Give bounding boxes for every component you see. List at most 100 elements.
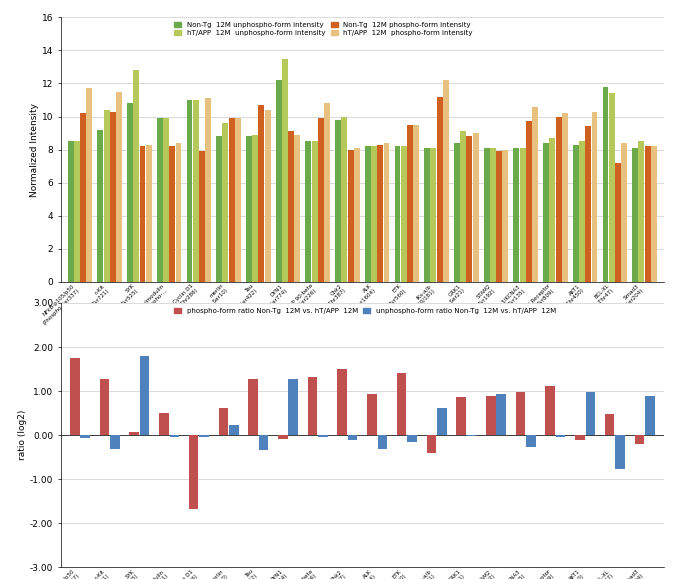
Bar bbox=[258, 105, 264, 282]
Bar bbox=[354, 148, 360, 282]
Bar bbox=[116, 91, 122, 282]
Bar bbox=[133, 70, 140, 282]
Bar bbox=[127, 103, 133, 282]
Bar bbox=[228, 118, 235, 282]
Bar bbox=[377, 145, 384, 282]
Bar bbox=[384, 143, 390, 282]
Bar bbox=[341, 116, 347, 282]
Bar bbox=[615, 435, 625, 469]
Bar bbox=[367, 394, 377, 435]
Bar bbox=[545, 386, 555, 435]
Bar bbox=[454, 143, 460, 282]
Bar bbox=[199, 151, 205, 282]
Bar bbox=[645, 395, 654, 435]
Bar bbox=[496, 151, 502, 282]
Bar bbox=[110, 112, 116, 282]
Bar bbox=[140, 356, 150, 435]
Bar bbox=[70, 358, 80, 435]
Bar bbox=[252, 135, 258, 282]
Bar bbox=[189, 435, 198, 510]
Bar bbox=[278, 435, 288, 439]
Bar bbox=[586, 392, 595, 435]
Bar bbox=[97, 130, 103, 282]
Bar bbox=[443, 80, 449, 282]
Bar bbox=[200, 435, 209, 437]
Bar bbox=[486, 396, 495, 435]
Bar bbox=[605, 415, 615, 435]
Bar bbox=[288, 131, 294, 282]
Bar bbox=[427, 435, 436, 453]
Bar bbox=[216, 137, 222, 282]
Bar bbox=[163, 118, 169, 282]
Bar bbox=[394, 146, 400, 282]
Bar bbox=[129, 432, 139, 435]
Bar bbox=[86, 89, 92, 282]
Bar bbox=[484, 148, 489, 282]
Bar bbox=[110, 435, 120, 449]
Bar bbox=[80, 113, 86, 282]
Bar bbox=[248, 379, 258, 435]
Bar bbox=[335, 120, 341, 282]
Bar bbox=[549, 138, 555, 282]
Bar bbox=[437, 408, 446, 435]
Bar bbox=[305, 141, 311, 282]
Bar bbox=[407, 125, 413, 282]
Legend: phospho-form ratio Non-Tg  12M vs. hT/APP  12M, unphospho-form ratio Non-Tg  12M: phospho-form ratio Non-Tg 12M vs. hT/APP… bbox=[173, 306, 557, 315]
Bar bbox=[460, 131, 466, 282]
Bar bbox=[259, 435, 268, 450]
Bar bbox=[645, 146, 650, 282]
Bar bbox=[169, 146, 175, 282]
Bar bbox=[295, 135, 301, 282]
Bar bbox=[229, 424, 239, 435]
Bar bbox=[579, 141, 585, 282]
Bar bbox=[159, 413, 168, 435]
Bar bbox=[187, 100, 193, 282]
Bar bbox=[490, 148, 496, 282]
Bar bbox=[308, 376, 317, 435]
Bar bbox=[235, 118, 241, 282]
Bar bbox=[609, 93, 615, 282]
Bar bbox=[170, 435, 179, 437]
Bar bbox=[397, 373, 406, 435]
Bar bbox=[635, 435, 644, 444]
Bar bbox=[175, 143, 181, 282]
Bar bbox=[456, 397, 466, 435]
Bar bbox=[437, 97, 443, 282]
Bar bbox=[632, 148, 638, 282]
Bar bbox=[562, 113, 568, 282]
Bar bbox=[621, 143, 627, 282]
Bar bbox=[377, 435, 387, 449]
Bar bbox=[472, 133, 479, 282]
Bar bbox=[497, 394, 506, 435]
Bar bbox=[318, 118, 324, 282]
Bar bbox=[424, 148, 430, 282]
Bar bbox=[431, 148, 437, 282]
Bar bbox=[348, 149, 353, 282]
Bar bbox=[514, 148, 520, 282]
Bar bbox=[288, 379, 298, 435]
Bar bbox=[502, 149, 508, 282]
Bar bbox=[338, 369, 347, 435]
Bar bbox=[407, 435, 417, 442]
Bar bbox=[140, 146, 146, 282]
Bar bbox=[324, 103, 330, 282]
Bar bbox=[555, 116, 561, 282]
Bar bbox=[193, 100, 199, 282]
Bar bbox=[585, 126, 591, 282]
Bar bbox=[157, 118, 162, 282]
Bar bbox=[80, 435, 90, 438]
Bar bbox=[615, 163, 621, 282]
Bar bbox=[222, 123, 228, 282]
Legend: Non-Tg  12M unphospho-form intensity, hT/APP  12M  unphospho-form intensity, Non: Non-Tg 12M unphospho-form intensity, hT/… bbox=[173, 21, 474, 38]
Bar bbox=[311, 141, 317, 282]
Bar bbox=[532, 107, 538, 282]
Bar bbox=[466, 137, 472, 282]
Bar bbox=[282, 58, 288, 282]
Bar bbox=[74, 141, 80, 282]
Bar bbox=[276, 80, 282, 282]
Bar bbox=[543, 143, 549, 282]
Bar bbox=[603, 87, 609, 282]
Bar bbox=[638, 141, 644, 282]
Bar bbox=[205, 98, 211, 282]
Bar bbox=[516, 393, 525, 435]
